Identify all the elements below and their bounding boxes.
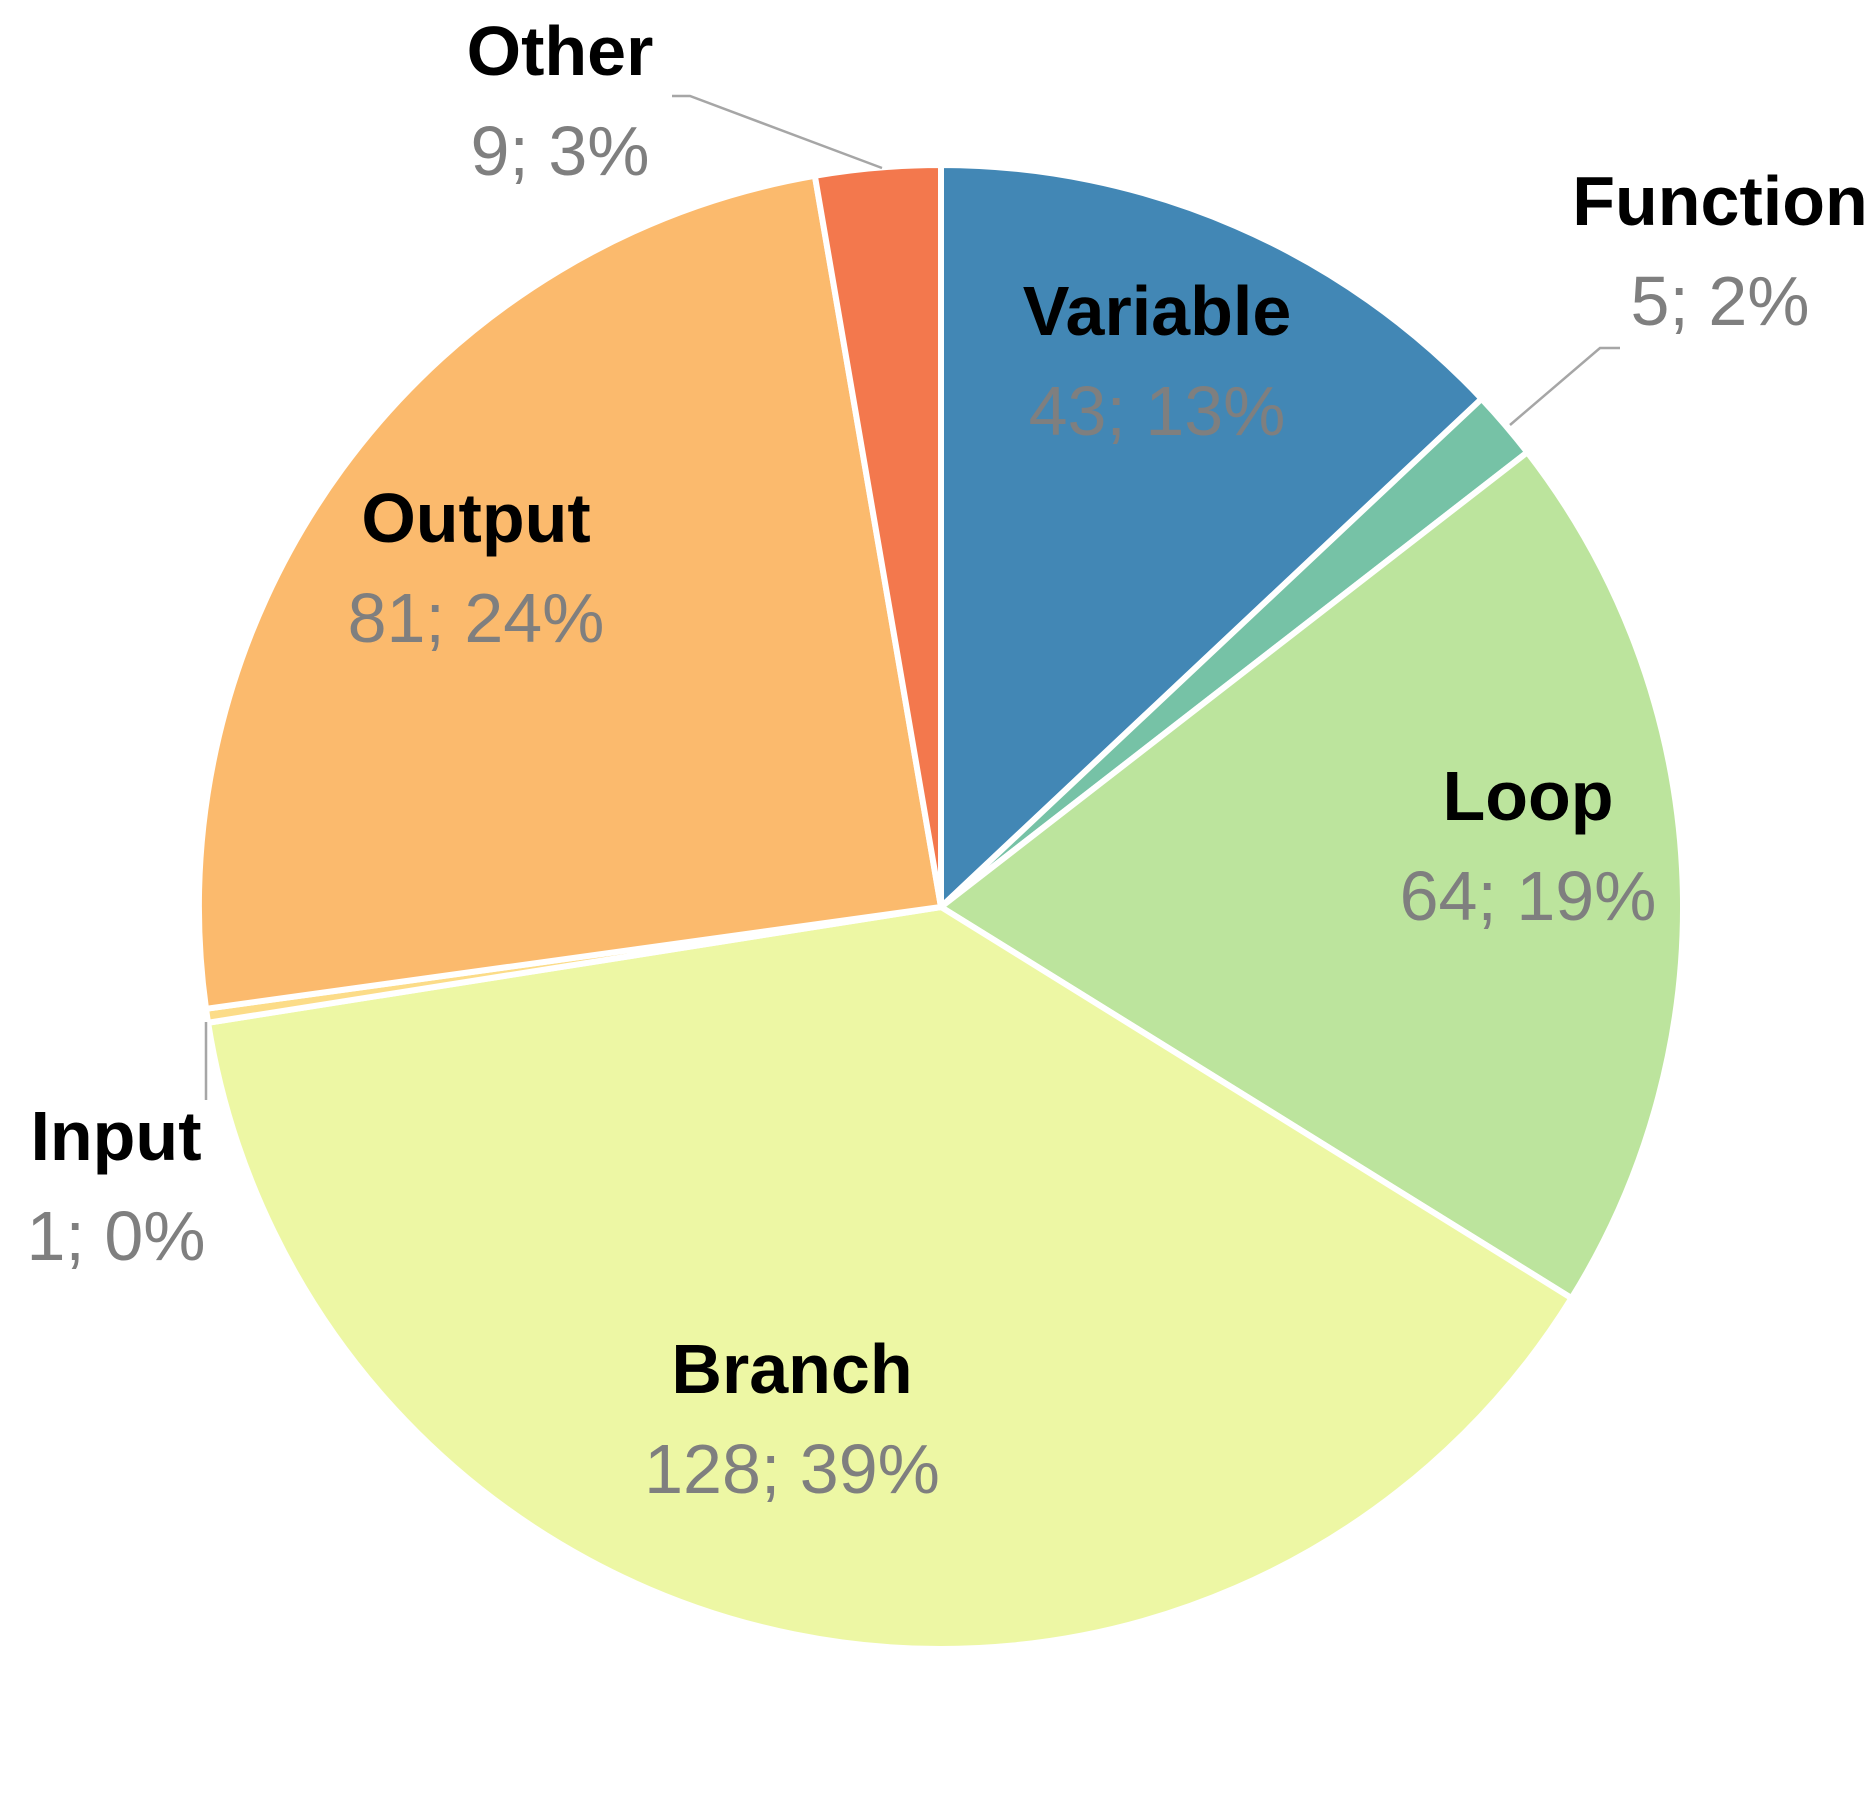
slice-value-label-branch: 128; 39% <box>644 1430 940 1508</box>
slice-category-label-output: Output <box>361 479 590 557</box>
slice-category-label-branch: Branch <box>671 1330 912 1408</box>
pie-slice-loop <box>938 449 1686 1302</box>
slice-category-label-loop: Loop <box>1442 757 1613 835</box>
leader-lines <box>204 94 1620 1100</box>
slice-value-label-other: 9; 3% <box>471 112 650 190</box>
slice-labels: Variable 43; 13% Function 5; 2% Loop 64; 19% B… <box>27 12 1868 1508</box>
slice-value-label-loop: 64; 19% <box>1400 857 1657 935</box>
leader-line-other <box>672 94 883 170</box>
slice-value-label-output: 81; 24% <box>348 579 605 657</box>
slice-value-label-function: 5; 2% <box>1631 262 1810 340</box>
pie-slice-variable <box>938 162 1485 910</box>
slice-category-label-variable: Variable <box>1023 272 1292 350</box>
pie-slice-output <box>196 172 944 1012</box>
slice-category-label-function: Function <box>1572 162 1867 240</box>
slice-value-label-variable: 43; 13% <box>1029 372 1286 450</box>
slice-value-label-input: 1; 0% <box>27 1197 206 1275</box>
slice-category-label-other: Other <box>467 12 654 90</box>
slice-category-label-input: Input <box>30 1097 201 1175</box>
leader-line-function <box>1509 346 1620 426</box>
pie-slice-branch <box>205 904 1575 1652</box>
pie-slices <box>196 162 1686 1652</box>
